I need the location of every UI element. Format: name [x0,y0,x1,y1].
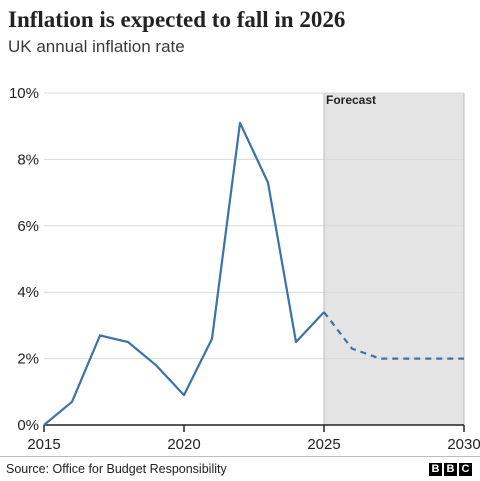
y-tick-label: 2% [17,351,39,368]
y-tick-label: 0% [17,417,39,434]
x-tick-label: 2020 [167,436,200,453]
bbc-logo-block: B [444,463,457,476]
plot-layer: 0% 2% 4% 6% 8% 10% Forecast 2015 2020 2025 2030 [9,85,480,453]
x-tick-label: 2030 [447,436,480,453]
chart-title: Inflation is expected to fall in 2026 [8,7,346,32]
forecast-series-line [323,311,464,360]
bbc-logo: B B C [429,463,472,476]
bbc-logo-block: C [459,463,472,476]
forecast-band [324,93,464,425]
line-chart: 0% 2% 4% 6% 8% 10% Forecast 2015 2020 2025 2030 [9,85,480,453]
source-note: Source: Office for Budget Responsibility [6,462,227,476]
bbc-logo-block: B [429,463,442,476]
y-tick-label: 6% [17,218,39,235]
y-tick-label: 8% [17,151,39,168]
chart-subtitle: UK annual inflation rate [8,37,185,56]
forecast-label: Forecast [326,93,376,107]
actual-series-line [43,121,325,426]
x-tick-label: 2025 [307,436,340,453]
x-tick-label: 2015 [27,436,60,453]
y-tick-label: 4% [17,284,39,301]
footer: Source: Office for Budget Responsibility… [0,456,480,481]
y-tick-label: 10% [9,85,39,102]
